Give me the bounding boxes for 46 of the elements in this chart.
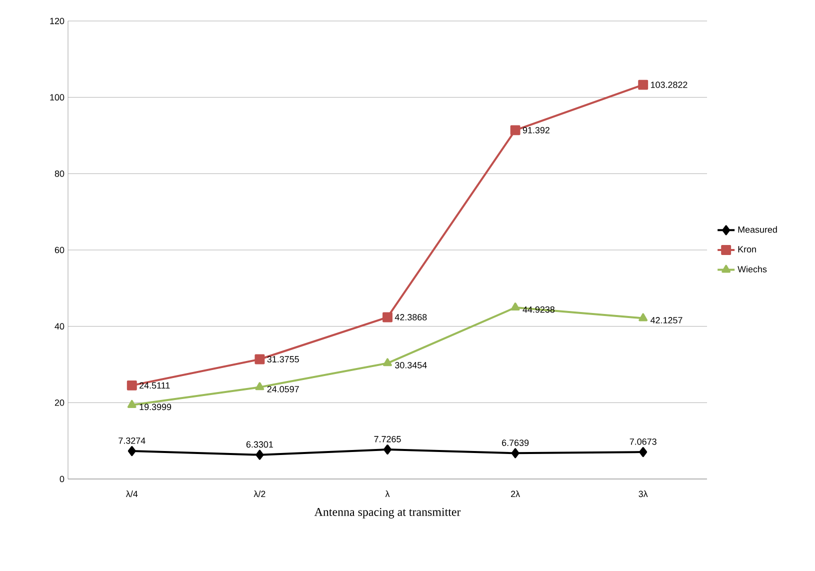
data-label: 42.1257	[650, 317, 682, 324]
y-tick-label: 40	[54, 323, 64, 330]
point	[510, 302, 520, 311]
point	[638, 313, 648, 322]
point	[254, 354, 265, 364]
point	[255, 382, 264, 390]
y-tick-label: 100	[50, 94, 64, 101]
point	[383, 358, 392, 366]
legend-label: Measured	[738, 226, 777, 233]
data-label: 31.3755	[267, 356, 299, 362]
x-tick-label: 2λ	[511, 490, 520, 498]
y-tick-label: 120	[50, 18, 64, 24]
data-label: 7.7265	[374, 436, 401, 442]
point	[128, 446, 136, 456]
data-label: 6.3301	[246, 441, 273, 448]
point	[510, 125, 520, 136]
data-label: 42.3868	[394, 314, 427, 320]
point	[256, 450, 264, 460]
y-tick-label: 0	[60, 476, 64, 482]
data-label: 7.0673	[630, 438, 656, 445]
y-tick-label: 80	[54, 170, 64, 177]
legend-label: Wiechs	[738, 266, 767, 272]
x-tick-label: λ/2	[254, 490, 266, 498]
data-label: 24.5111	[140, 382, 170, 389]
point	[638, 80, 648, 90]
point	[126, 380, 137, 390]
data-label: 44.9238	[522, 306, 555, 313]
y-tick-label: 60	[54, 246, 64, 254]
point	[382, 312, 392, 322]
point	[511, 448, 520, 458]
data-label: 103.2822	[650, 82, 688, 88]
point	[384, 444, 392, 454]
data-label: 24.0597	[267, 386, 299, 392]
x-tick-label: λ/4	[126, 490, 138, 498]
point	[127, 400, 136, 408]
data-label: 91.392	[522, 127, 550, 134]
data-label: 19.3999	[140, 404, 172, 410]
y-tick-label: 20	[54, 399, 64, 406]
data-label: 6.7639	[502, 440, 529, 446]
legend-label: Kron	[738, 246, 756, 252]
point	[639, 447, 648, 458]
x-tick-label: 3λ	[638, 490, 648, 498]
data-label: 30.3454	[395, 362, 427, 368]
x-axis-title: Antenna spacing at transmitter	[314, 508, 461, 518]
data-label: 7.3274	[118, 437, 146, 444]
x-tick-label: λ	[385, 490, 390, 498]
